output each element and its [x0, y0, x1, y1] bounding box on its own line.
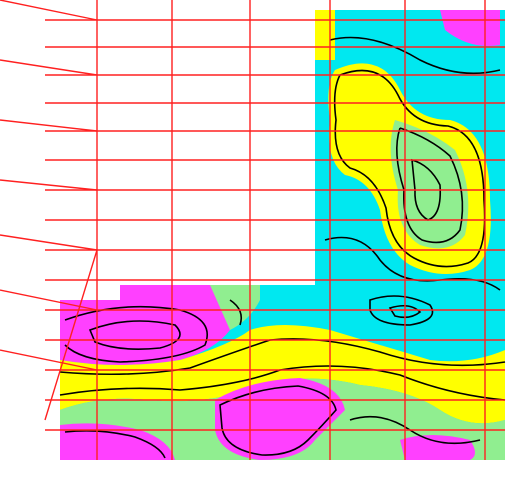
- contour-map: [0, 0, 521, 489]
- map-fill: [60, 10, 505, 460]
